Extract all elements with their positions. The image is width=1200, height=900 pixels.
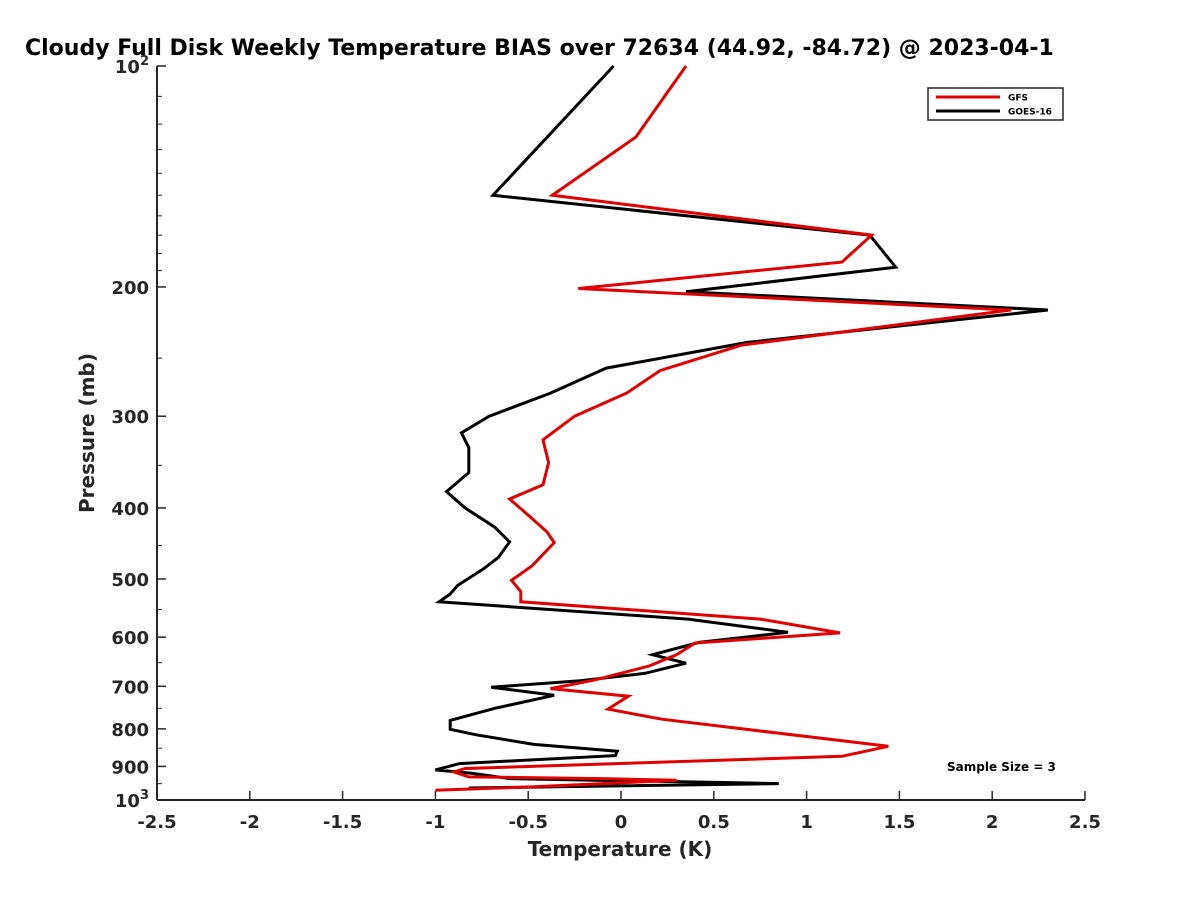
y-tick-label: 700 xyxy=(111,677,149,698)
y-tick-label: 500 xyxy=(111,570,149,591)
legend-box xyxy=(927,87,1064,121)
y-axis-label: Pressure (mb) xyxy=(75,353,99,513)
x-tick-label: -1 xyxy=(425,812,445,833)
y-tick-label: 900 xyxy=(111,757,149,778)
y-tick-label: 103 xyxy=(115,788,149,812)
legend: GFS GOES-16 xyxy=(927,87,1064,121)
y-tick-label: 102 xyxy=(115,54,149,78)
x-tick-label: 1 xyxy=(800,812,813,833)
sample-size-annotation: Sample Size = 3 xyxy=(947,760,1056,774)
plot-axes: -2.5 -2 -1.5 -1 -0.5 0 0.5 1 1.5 2 2.5 102 200 300 400… xyxy=(111,54,1101,833)
x-tick-label: -0.5 xyxy=(509,812,548,833)
x-tick-label: 1.5 xyxy=(883,812,915,833)
y-tick-label: 400 xyxy=(111,499,149,520)
legend-label: GOES-16 xyxy=(1008,108,1052,118)
x-tick-label: -2.5 xyxy=(137,812,176,833)
x-axis-label: Temperature (K) xyxy=(528,837,713,861)
chart-title: Cloudy Full Disk Weekly Temperature BIAS… xyxy=(25,36,1054,61)
x-tick-label: -2 xyxy=(240,812,260,833)
y-tick-label: 300 xyxy=(111,407,149,428)
series-line-gfs xyxy=(435,65,1011,792)
legend-label: GFS xyxy=(1008,94,1028,104)
y-tick-label: 800 xyxy=(111,720,149,741)
series-line-goes-16 xyxy=(434,64,1049,790)
x-tick-label: 0.5 xyxy=(698,812,730,833)
x-tick-label: 0 xyxy=(615,812,628,833)
y-tick-label: 200 xyxy=(111,278,149,299)
x-tick-label: 2 xyxy=(986,812,999,833)
x-tick-label: 2.5 xyxy=(1069,812,1101,833)
series-layer xyxy=(434,64,1049,792)
y-tick-label: 600 xyxy=(111,628,149,649)
x-tick-label: -1.5 xyxy=(323,812,362,833)
